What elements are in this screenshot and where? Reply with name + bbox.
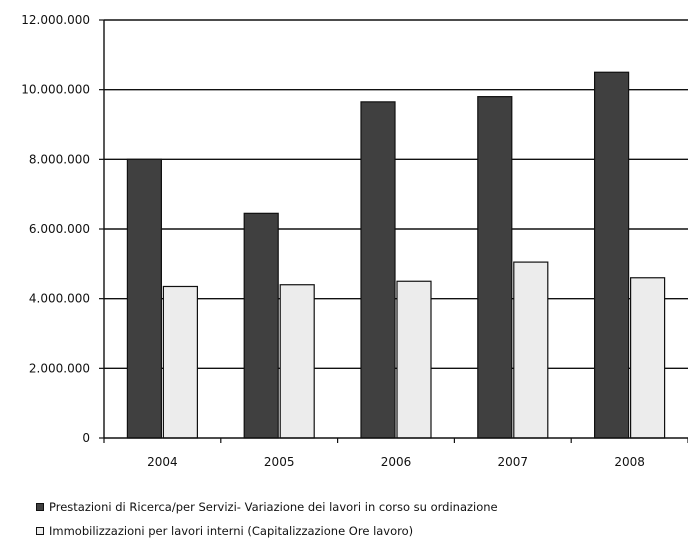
y-tick-label: 0	[82, 431, 90, 445]
x-tick-label: 2008	[614, 455, 645, 469]
x-tick-label: 2007	[498, 455, 529, 469]
bar-series-1-2005	[243, 212, 279, 439]
x-tick-label: 2004	[147, 455, 178, 469]
x-axis-ticks: 2004 2005 2006 2007 2008	[103, 438, 688, 469]
y-tick-label: 12.000.000	[21, 13, 90, 27]
bar-series-2-2007	[513, 261, 549, 439]
bar-series-1-2008	[593, 71, 630, 439]
y-tick-label: 2.000.000	[29, 361, 90, 375]
legend-label-series-1: Prestazioni di Ricerca/per Servizi- Vari…	[49, 500, 498, 514]
y-tick-label: 6.000.000	[29, 222, 90, 236]
bar-series-2-2006	[396, 280, 432, 439]
x-tick-label: 2005	[264, 455, 295, 469]
bars	[126, 71, 666, 439]
legend-item-series-2: Immobilizzazioni per lavori interni (Cap…	[36, 524, 413, 538]
y-tick-label: 4.000.000	[29, 292, 90, 306]
y-tick-label: 10.000.000	[21, 83, 90, 97]
legend-label-series-2: Immobilizzazioni per lavori interni (Cap…	[49, 524, 414, 538]
bar-series-2-2008	[629, 277, 666, 439]
bar-series-1-2006	[360, 101, 396, 439]
legend-swatch-series-1	[36, 503, 44, 511]
legend-swatch-series-2	[36, 527, 44, 535]
y-tick-label: 8.000.000	[29, 152, 90, 166]
x-tick-label: 2006	[381, 455, 412, 469]
bar-series-1-2007	[477, 96, 513, 439]
legend-item-series-1: Prestazioni di Ricerca/per Servizi- Vari…	[36, 500, 498, 514]
gridlines	[104, 19, 688, 370]
bar-series-1-2004	[126, 158, 163, 439]
y-axis-ticks: 0 2.000.000 4.000.000 6.000.000 8.000.000 10.…	[21, 13, 104, 445]
bar-series-2-2004	[162, 285, 198, 439]
bar-chart: 0 2.000.000 4.000.000 6.000.000 8.000.000 10.…	[21, 13, 688, 469]
bar-series-2-2005	[279, 284, 315, 439]
